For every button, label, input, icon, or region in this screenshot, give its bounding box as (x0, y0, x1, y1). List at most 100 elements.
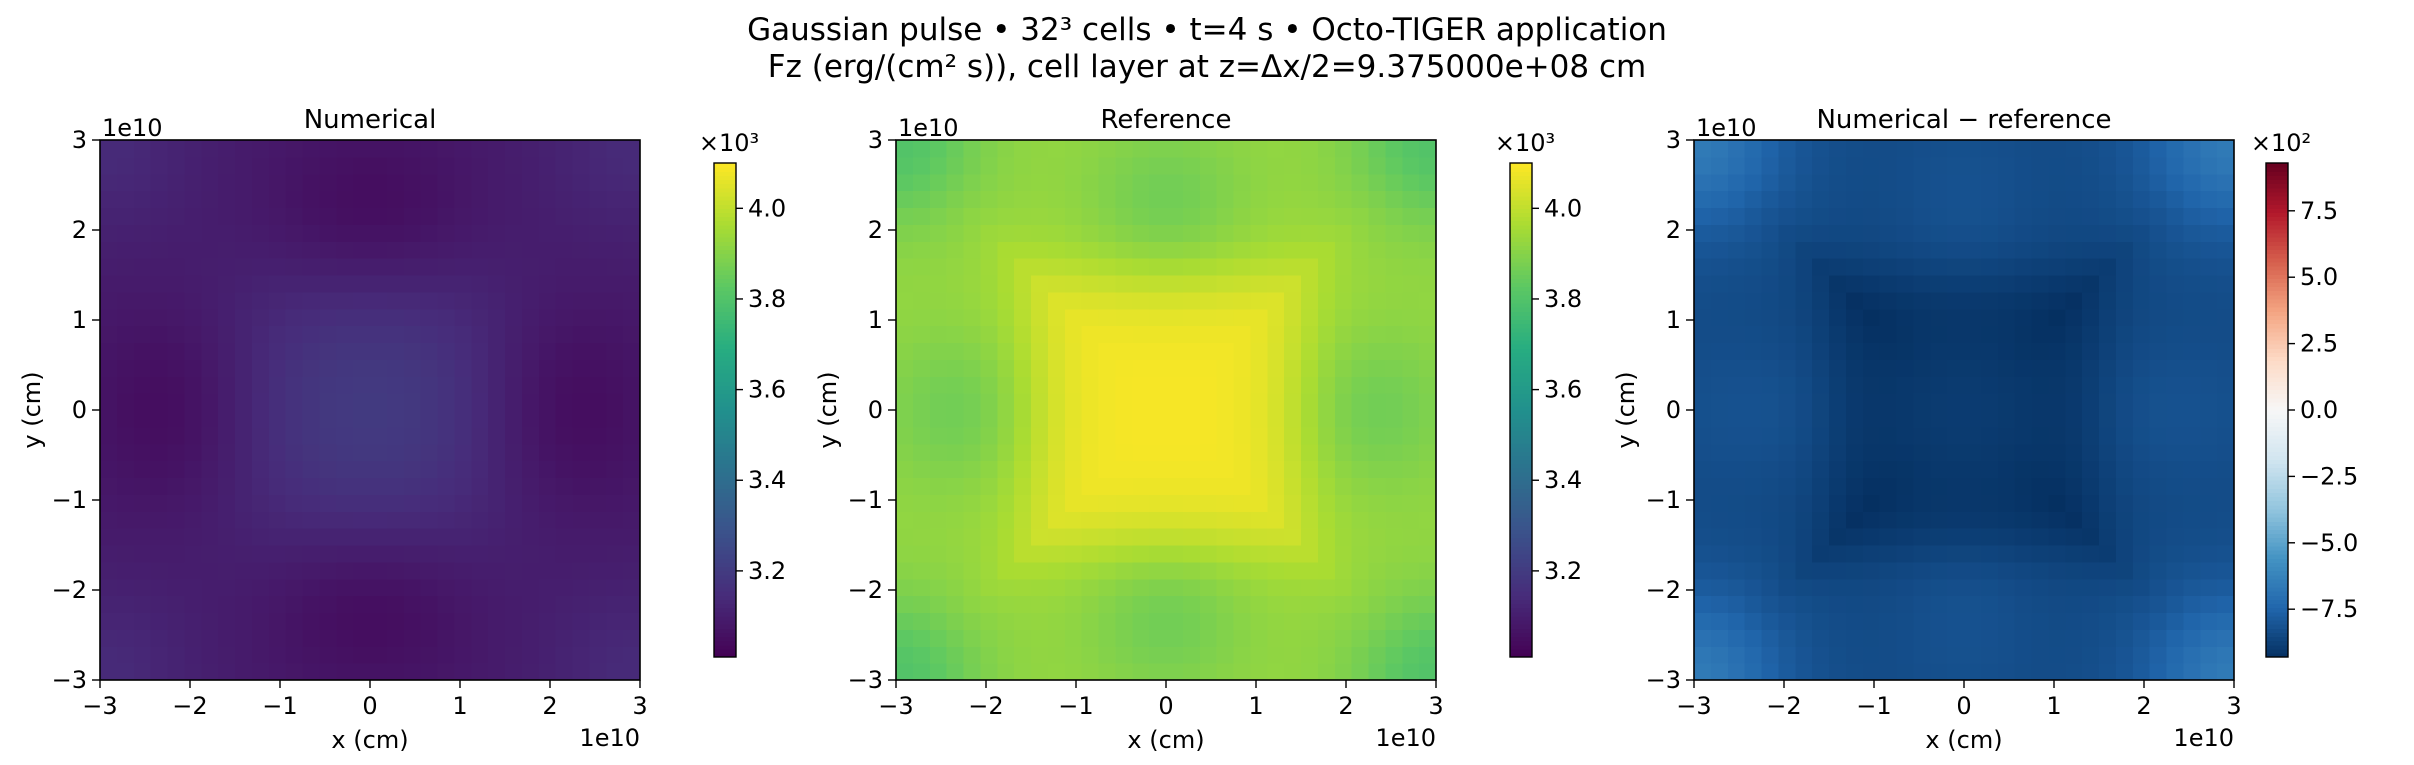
heatmap-cell (353, 190, 371, 209)
heatmap-cell (302, 342, 320, 360)
colorbar-slice (714, 434, 736, 440)
heatmap-cell (1930, 275, 1948, 293)
heatmap-cell (403, 410, 422, 428)
colorbar-tick-label: 0.0 (2300, 396, 2338, 424)
heatmap-cell (1233, 308, 1251, 327)
heatmap-cell (1267, 663, 1285, 681)
heatmap-cell (1879, 477, 1898, 495)
colorbar-slice (714, 603, 736, 609)
heatmap-cell (2200, 561, 2218, 580)
heatmap-cell (2132, 207, 2151, 225)
heatmap-cell (454, 173, 472, 192)
heatmap-cell (2132, 224, 2151, 242)
colorbar-slice (1510, 401, 1532, 407)
heatmap-cell (2031, 443, 2049, 462)
heatmap-cell (555, 561, 574, 580)
heatmap-cell (1182, 376, 1201, 394)
heatmap-cell (1014, 359, 1032, 377)
heatmap-cell (505, 342, 523, 360)
heatmap-cell (1216, 494, 1235, 512)
heatmap-cell (2082, 443, 2100, 462)
heatmap-cell (555, 545, 574, 563)
heatmap-cell (1980, 376, 1999, 394)
heatmap-cell (1064, 393, 1083, 411)
heatmap-cell (167, 258, 185, 276)
heatmap-cell (1727, 545, 1746, 563)
colorbar-slice (714, 360, 736, 366)
heatmap-cell (100, 173, 118, 192)
heatmap-cell (1233, 342, 1251, 360)
heatmap-cell (521, 291, 540, 310)
heatmap-cell (1334, 528, 1353, 546)
heatmap-cell (1727, 511, 1746, 529)
heatmap-cell (1402, 376, 1420, 394)
heatmap-cell (1132, 308, 1150, 327)
heatmap-cell (946, 443, 965, 462)
heatmap-cell (1182, 190, 1201, 209)
heatmap-cell (1317, 359, 1336, 377)
heatmap-cell (2065, 376, 2083, 394)
heatmap-cell (2149, 578, 2168, 597)
heatmap-cell (1761, 140, 1779, 158)
heatmap-cell (963, 308, 981, 327)
heatmap-cell (1351, 376, 1370, 394)
heatmap-cell (1368, 393, 1386, 411)
heatmap-cell (437, 612, 455, 630)
heatmap-cell (1964, 325, 1982, 344)
heatmap-cell (2031, 308, 2049, 327)
heatmap-cell (1829, 477, 1847, 495)
heatmap-cell (1301, 528, 1319, 546)
heatmap-cell (302, 595, 320, 614)
heatmap-cell (2099, 241, 2117, 259)
heatmap-cell (1014, 241, 1032, 259)
heatmap-cell (2082, 275, 2100, 293)
heatmap-cell (353, 410, 371, 428)
heatmap-cell (1115, 629, 1133, 647)
heatmap-cell (1812, 207, 1830, 225)
heatmap-cell (1317, 190, 1336, 209)
heatmap-cell (184, 140, 202, 158)
heatmap-cell (1166, 308, 1184, 327)
heatmap-cell (1047, 241, 1066, 259)
heatmap-cell (285, 173, 304, 192)
colorbar-slice (1510, 471, 1532, 477)
heatmap-cell (2166, 646, 2184, 664)
heatmap-cell (1402, 460, 1420, 479)
heatmap-cell (963, 190, 981, 209)
heatmap-cell (1166, 393, 1184, 411)
colorbar-slice (2266, 587, 2288, 592)
heatmap-cell (1149, 241, 1167, 259)
heatmap-cell (1419, 291, 1437, 310)
heatmap-cell (1368, 140, 1386, 158)
heatmap-cell (1980, 410, 1999, 428)
colorbar-slice (2266, 652, 2288, 658)
heatmap-cell (896, 629, 914, 647)
colorbar-slice (2266, 475, 2288, 481)
heatmap-cell (997, 578, 1015, 597)
heatmap-cell (572, 241, 590, 259)
heatmap-cell (1947, 190, 1965, 209)
colorbar-slice (1510, 422, 1532, 428)
heatmap-cell (1031, 646, 1049, 664)
colorbar-slice (714, 644, 736, 650)
heatmap-cell (1301, 308, 1319, 327)
heatmap-cell (1795, 241, 1813, 259)
heatmap-cell (623, 528, 641, 546)
heatmap-cell (2183, 629, 2201, 647)
heatmap-cell (896, 528, 914, 546)
heatmap-cell (2031, 578, 2049, 597)
heatmap-cell (1250, 460, 1268, 479)
heatmap-cell (1947, 308, 1965, 327)
heatmap-cell (1930, 578, 1948, 597)
heatmap-cell (1098, 342, 1116, 360)
heatmap-cell (116, 190, 135, 209)
heatmap-cell (2132, 477, 2151, 495)
heatmap-cell (912, 595, 931, 614)
heatmap-cell (555, 629, 574, 647)
heatmap-cell (1795, 663, 1813, 681)
heatmap-cell (606, 359, 624, 377)
heatmap-cell (912, 511, 931, 529)
heatmap-cell (488, 426, 506, 445)
heatmap-cell (2166, 460, 2184, 479)
heatmap-cell (1014, 308, 1032, 327)
